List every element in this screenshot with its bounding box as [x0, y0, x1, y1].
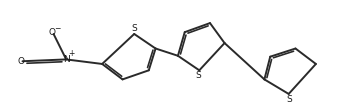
- Text: +: +: [68, 49, 75, 58]
- Text: O: O: [18, 57, 25, 66]
- Text: S: S: [286, 95, 292, 104]
- Text: S: S: [196, 71, 201, 80]
- Text: S: S: [131, 24, 137, 33]
- Text: N: N: [63, 55, 69, 64]
- Text: −: −: [54, 24, 61, 33]
- Text: O: O: [48, 28, 55, 37]
